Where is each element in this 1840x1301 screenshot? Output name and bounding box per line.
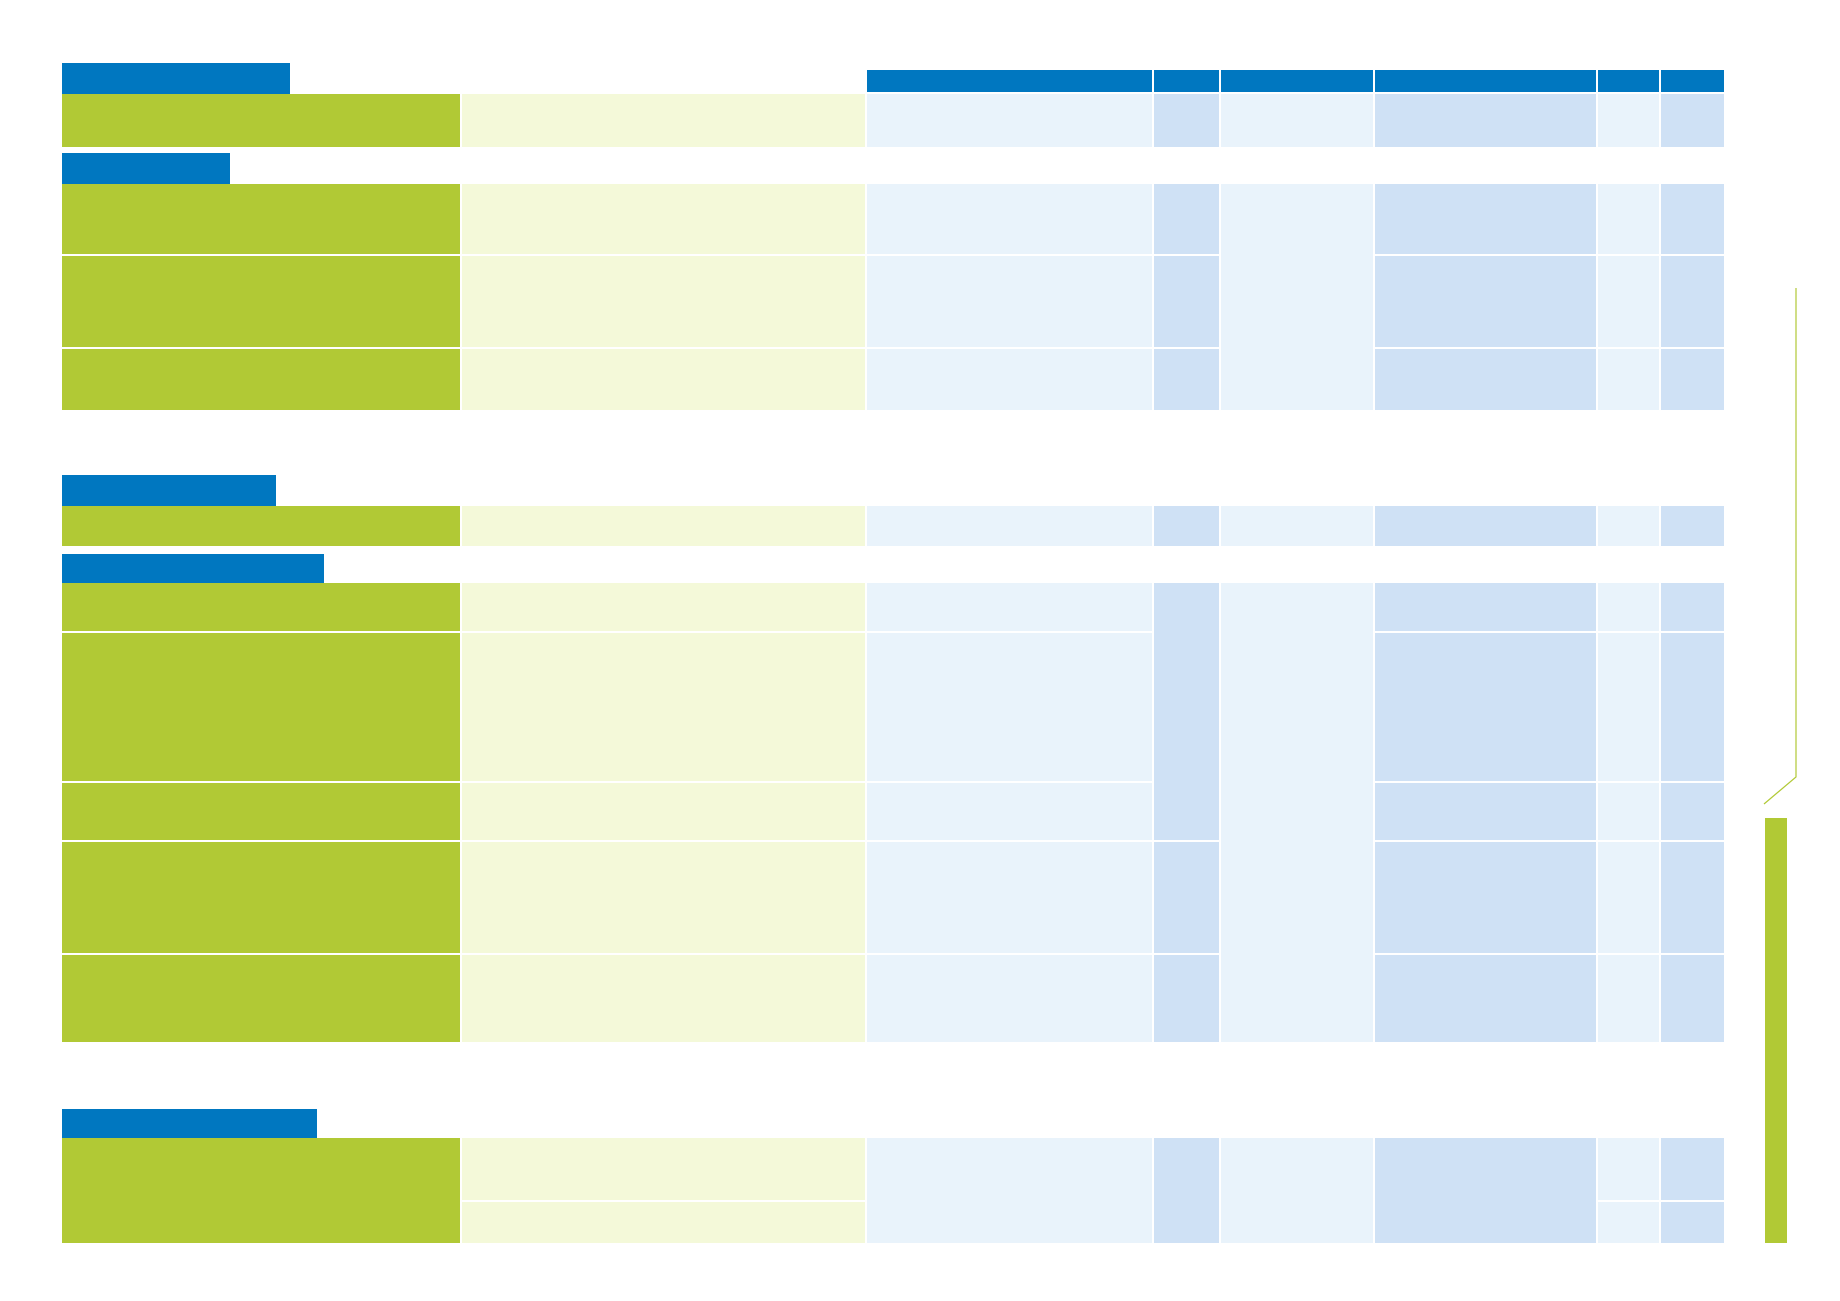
column-header	[867, 70, 1152, 92]
table-cell	[1661, 955, 1724, 1042]
table-cell	[462, 184, 865, 254]
table-cell	[1375, 506, 1596, 546]
table-cell	[462, 256, 865, 347]
table-cell-merged	[1154, 1138, 1219, 1243]
table-cell	[1375, 783, 1596, 840]
table-cell	[1154, 842, 1219, 953]
table-cell	[1661, 1138, 1724, 1200]
section-title-tab	[62, 1109, 317, 1140]
table-cell	[867, 583, 1152, 631]
table-cell	[62, 349, 460, 410]
table-cell	[867, 94, 1152, 147]
table-cell	[1661, 256, 1724, 347]
table-cell	[1661, 583, 1724, 631]
table-cell	[1154, 184, 1219, 254]
table-cell	[462, 783, 865, 840]
table-cell-merged	[62, 1138, 460, 1243]
table-cell	[1598, 184, 1659, 254]
table-cell	[1661, 506, 1724, 546]
table-cell	[1375, 583, 1596, 631]
table-cell	[1598, 256, 1659, 347]
table-cell	[867, 184, 1152, 254]
table-cell	[62, 256, 460, 347]
column-header	[1221, 70, 1373, 92]
table-cell	[867, 506, 1152, 546]
table-cell	[62, 633, 460, 781]
table-cell	[1154, 256, 1219, 347]
table-cell	[1375, 349, 1596, 410]
table-cell	[1598, 633, 1659, 781]
table-cell	[462, 583, 865, 631]
table-cell	[462, 633, 865, 781]
section-title-tab	[62, 63, 290, 94]
table-cell	[1598, 349, 1659, 410]
section-title-tab	[62, 554, 324, 585]
table-cell-merged	[1375, 1138, 1596, 1243]
table-cell	[1598, 955, 1659, 1042]
table-cell	[1661, 349, 1724, 410]
side-panel-bar	[1765, 818, 1787, 1243]
table-cell	[1375, 955, 1596, 1042]
table-cell	[1598, 1138, 1659, 1200]
table-cell	[462, 506, 865, 546]
column-header	[1661, 70, 1724, 92]
table-cell	[1375, 633, 1596, 781]
table-cell	[62, 94, 460, 147]
table-cell	[462, 349, 865, 410]
table-cell	[62, 842, 460, 953]
table-cell	[867, 256, 1152, 347]
table-cell	[1661, 842, 1724, 953]
table-cell	[1661, 633, 1724, 781]
bracket-line	[1763, 288, 1797, 805]
table-cell	[1221, 506, 1373, 546]
table-cell	[1598, 94, 1659, 147]
table-cell	[1598, 506, 1659, 546]
table-cell	[1598, 583, 1659, 631]
column-header	[1598, 70, 1659, 92]
table-cell-merged	[1154, 583, 1219, 840]
table-cell	[1598, 1202, 1659, 1243]
table-cell	[867, 349, 1152, 410]
table-cell	[1154, 955, 1219, 1042]
table-cell	[1661, 94, 1724, 147]
table-cell	[462, 842, 865, 953]
table-cell-merged	[867, 1138, 1152, 1243]
table-cell	[867, 633, 1152, 781]
table-cell	[867, 842, 1152, 953]
section-title-tab	[62, 153, 230, 184]
section-title-tab	[62, 475, 276, 506]
table-cell	[62, 783, 460, 840]
table-cell	[1598, 842, 1659, 953]
table-cell	[867, 955, 1152, 1042]
table-cell	[1375, 842, 1596, 953]
table-cell	[867, 783, 1152, 840]
table-cell-merged	[1221, 1138, 1373, 1243]
table-cell	[62, 184, 460, 254]
table-cell	[1154, 506, 1219, 546]
table-cell	[62, 506, 460, 546]
table-cell	[1375, 184, 1596, 254]
table-cell-merged	[1221, 583, 1373, 1042]
table-cell	[1661, 783, 1724, 840]
column-header	[1154, 70, 1219, 92]
table-cell	[1375, 256, 1596, 347]
table-cell	[1661, 1202, 1724, 1243]
table-cell	[462, 1138, 865, 1200]
table-cell	[62, 583, 460, 631]
table-cell	[1375, 94, 1596, 147]
table-cell-merged	[1221, 184, 1373, 410]
table-cell	[1598, 783, 1659, 840]
table-cell	[462, 1202, 865, 1243]
table-cell	[462, 94, 865, 147]
table-cell	[1154, 349, 1219, 410]
table-cell	[462, 955, 865, 1042]
table-cell	[1221, 94, 1373, 147]
column-header	[1375, 70, 1596, 92]
table-cell	[1154, 94, 1219, 147]
table-cell	[1661, 184, 1724, 254]
table-cell	[62, 955, 460, 1042]
